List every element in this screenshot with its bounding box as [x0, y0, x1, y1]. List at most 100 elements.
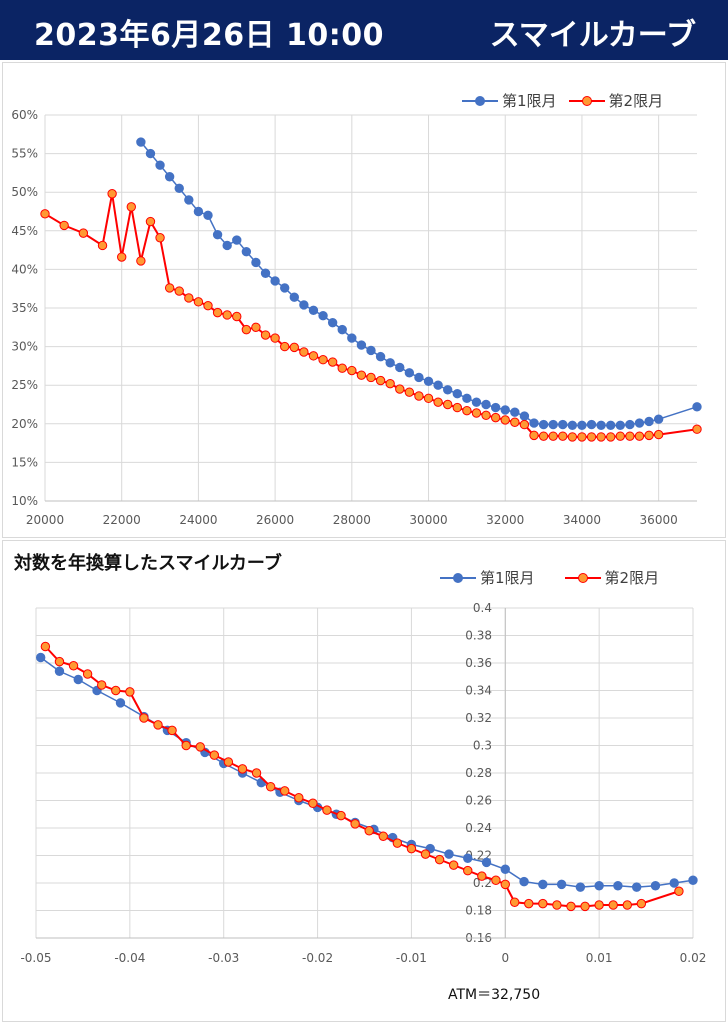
series-point-1 [251, 257, 261, 268]
series-point-2 [366, 372, 376, 383]
series-point-2 [434, 854, 445, 865]
series-point-2 [97, 680, 107, 690]
series-point-1 [575, 882, 586, 892]
y-tick-label: 30% [11, 340, 38, 354]
series-point-1 [318, 311, 328, 321]
series-point-2 [155, 233, 165, 243]
x-tick-label: -0.01 [396, 951, 427, 965]
y-tick-label: 0.4 [473, 601, 492, 615]
series-point-2 [40, 209, 50, 219]
legend-marker-series2 [564, 572, 601, 583]
series-point-2 [580, 901, 590, 912]
series-point-1 [222, 240, 232, 251]
series-point-2 [193, 297, 204, 307]
chart2-title: 対数を年換算したスマイルカーブ [14, 553, 282, 574]
series-point-2 [653, 429, 664, 440]
series-point-1 [596, 420, 606, 431]
series-point-2 [212, 307, 223, 318]
series-point-2 [594, 900, 604, 910]
series-point-2 [280, 341, 290, 352]
series-point-1 [423, 376, 434, 387]
series-point-2 [59, 220, 69, 231]
y-tick-label: 0.34 [465, 684, 492, 698]
series-point-1 [529, 418, 539, 428]
header-date: 2023年6月26日 10:00 [34, 18, 385, 53]
series-point-1 [556, 879, 567, 890]
y-tick-label: 0.28 [465, 766, 492, 780]
series-point-1 [548, 419, 558, 430]
series-point-2 [385, 378, 395, 389]
series-point-2 [78, 228, 89, 238]
series-point-1 [615, 420, 625, 431]
series-point-2 [462, 405, 472, 416]
series-point-1 [577, 420, 587, 431]
series-point-2 [395, 384, 405, 394]
series-point-2 [636, 898, 647, 909]
series-point-2 [490, 412, 501, 423]
series-point-1 [606, 420, 616, 431]
series-point-1 [115, 698, 126, 708]
series-point-2 [586, 432, 597, 442]
y-tick-label: 20% [11, 417, 38, 431]
series-point-1 [481, 857, 492, 868]
series-point-1 [519, 876, 529, 887]
series-point-2 [375, 375, 386, 386]
series-point-2 [308, 351, 319, 361]
y-tick-label: 10% [11, 494, 38, 508]
series-point-1 [594, 881, 604, 891]
series-point-2 [280, 786, 290, 796]
series-point-1 [644, 416, 654, 427]
series-point-2 [644, 430, 654, 441]
series-point-2 [552, 900, 562, 910]
series-point-1 [444, 849, 454, 859]
series-point-2 [251, 768, 262, 778]
series-point-2 [406, 843, 417, 854]
y-tick-label: 0.36 [465, 656, 492, 670]
series-point-2 [337, 363, 347, 373]
series-point-2 [260, 330, 271, 340]
series-line-1 [40, 656, 694, 888]
series-point-1 [538, 879, 548, 890]
series-point-1 [500, 864, 510, 874]
series-point-2 [491, 875, 501, 885]
series-point-2 [145, 216, 156, 227]
series-point-2 [392, 838, 403, 848]
y-tick-label: 0.26 [465, 794, 492, 808]
series-point-1 [299, 300, 309, 310]
chart-panel-smile [2, 62, 726, 538]
x-tick-label: 0.02 [680, 951, 707, 965]
series-point-2 [356, 370, 367, 380]
y-tick-label: 25% [11, 378, 38, 392]
series-point-2 [420, 849, 431, 859]
series-point-1 [631, 882, 642, 892]
series-point-2 [327, 357, 338, 367]
y-tick-label: 0.38 [465, 629, 492, 643]
series-point-1 [490, 402, 501, 413]
series-point-2 [625, 431, 635, 441]
x-tick-label: 20000 [26, 513, 64, 527]
series-point-1 [586, 419, 597, 430]
series-point-2 [567, 432, 578, 442]
series-point-1 [241, 246, 252, 257]
series-point-2 [203, 300, 213, 311]
series-point-2 [566, 901, 576, 912]
series-point-1 [232, 235, 242, 245]
series-point-2 [433, 397, 443, 407]
series-point-1 [54, 666, 65, 676]
x-tick-label: 22000 [103, 513, 141, 527]
series-point-2 [378, 831, 388, 841]
chart-panel-log-smile [2, 540, 726, 1022]
series-point-2 [524, 898, 534, 909]
series-point-2 [606, 432, 616, 442]
series-line-2 [44, 645, 680, 908]
y-tick-label: 15% [11, 455, 38, 469]
series-point-2 [126, 202, 136, 212]
series-point-2 [232, 311, 242, 322]
series-point-1 [634, 418, 645, 428]
x-tick-label: -0.05 [20, 951, 51, 965]
series-point-1 [395, 362, 405, 373]
x-tick-label: 26000 [256, 513, 294, 527]
series-point-2 [634, 431, 645, 441]
series-point-2 [596, 432, 606, 442]
series-point-1 [260, 268, 271, 278]
